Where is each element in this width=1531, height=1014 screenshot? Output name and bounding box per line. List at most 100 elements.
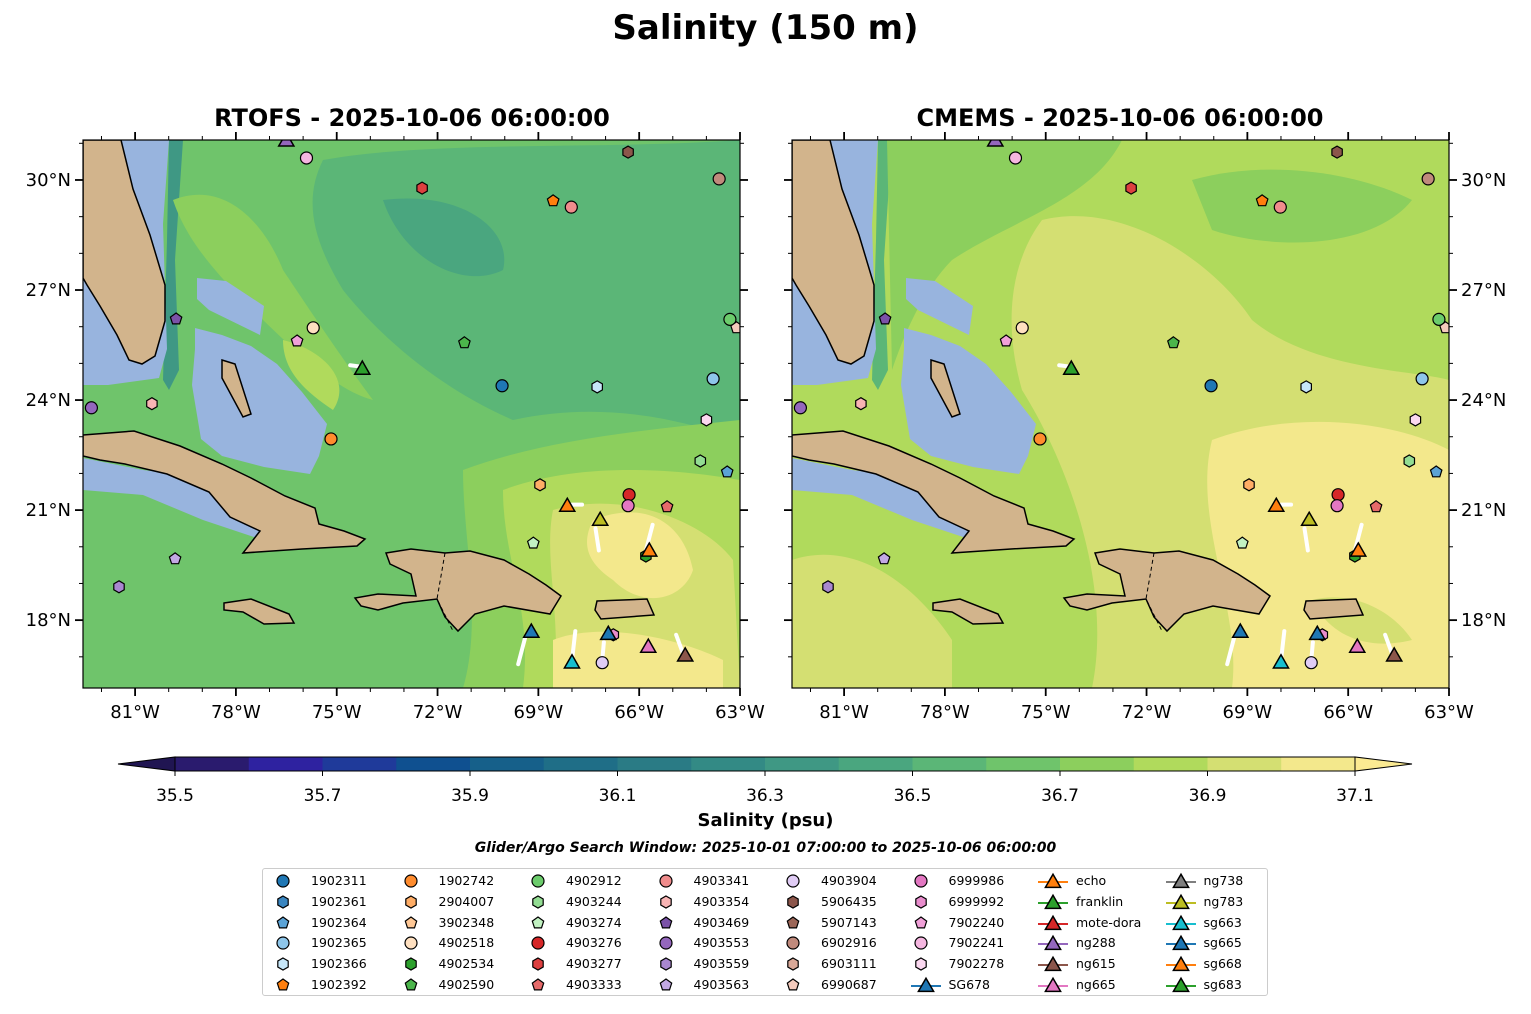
argo-1902365-marker	[1415, 372, 1429, 386]
argo-7902241-marker	[299, 151, 314, 165]
panel-title-rtofs: RTOFS - 2025-10-06 06:00:00	[214, 104, 610, 132]
legend-label: 6903111	[821, 956, 877, 972]
legend-marker-icon	[531, 915, 545, 929]
glider-sg665-marker	[1171, 935, 1190, 951]
colorbar: 35.5 35.7 35.9 36.1 36.3 36.5 36.7 36.9 37.1	[117, 756, 1413, 806]
argo-1902311-marker	[495, 379, 509, 393]
colorbar-tick-label: 35.9	[451, 786, 489, 806]
legend-item-7902240: 7902240	[909, 913, 1004, 933]
y-tick-label: 30°N	[26, 170, 71, 191]
argo-4903341-marker	[564, 200, 578, 214]
argo-4902912-marker	[723, 312, 737, 326]
colorbar-tick-label: 36.1	[599, 786, 637, 806]
legend-label: 4903333	[566, 977, 622, 992]
argo-4902590-marker	[1166, 336, 1180, 349]
y-tick-label: 30°N	[1461, 170, 1506, 191]
legend-marker-icon	[1165, 893, 1196, 909]
x-tick-label: 72°W	[1122, 702, 1172, 723]
legend-marker-icon	[1165, 976, 1196, 993]
argo-5906435-marker	[622, 145, 634, 159]
argo-4903563-marker	[877, 552, 891, 565]
legend-label: 1902366	[311, 956, 367, 972]
glider-sg663-marker	[563, 653, 581, 669]
glider-track	[1302, 526, 1310, 553]
legend-label: 1902392	[311, 977, 367, 992]
colorbar-bin	[838, 757, 913, 771]
argo-1902365-marker	[706, 372, 720, 386]
legend-item-ng288: ng288	[1036, 933, 1116, 953]
legend-item-1902364: 1902364	[271, 913, 367, 933]
argo-4903904-marker	[786, 874, 800, 888]
argo-7902241-marker	[1008, 151, 1023, 165]
legend-label: 4903276	[566, 935, 622, 951]
legend-item-3902348: 3902348	[399, 913, 494, 933]
argo-2904007-marker	[534, 478, 546, 492]
argo-4902518-marker	[1015, 321, 1029, 335]
argo-1902311-marker	[276, 874, 290, 888]
glider-sg665-marker	[1308, 624, 1327, 641]
glider-track	[1057, 363, 1070, 369]
glider-track	[593, 526, 601, 553]
glider-ng665-marker	[1348, 637, 1367, 653]
argo-6999986-marker	[1330, 499, 1344, 513]
glider-track	[674, 632, 685, 656]
colorbar-bin	[1133, 757, 1208, 771]
argo-6990687-marker	[1439, 321, 1449, 334]
argo-4903276-marker	[1331, 488, 1345, 502]
argo-4903276-marker	[622, 488, 636, 502]
legend-marker-icon	[1038, 872, 1068, 889]
legend-item-4902518: 4902518	[399, 933, 494, 953]
legend-item-4903469: 4903469	[654, 913, 749, 933]
colorbar-bin	[912, 757, 987, 771]
legend-label: 5906435	[821, 893, 877, 909]
y-tick-label: 24°N	[1461, 390, 1506, 411]
legend-label: 4902912	[566, 873, 622, 888]
colorbar-label: Salinity (psu)	[697, 810, 834, 831]
argo-4903559-marker	[822, 580, 834, 594]
x-tick-label: 66°W	[1323, 702, 1373, 723]
argo-4903277-marker	[1125, 181, 1137, 195]
argo-2904007-marker	[404, 895, 417, 909]
argo-4903274-marker	[526, 536, 540, 549]
glider-echo-marker	[558, 496, 577, 513]
argo-1902365-marker	[276, 936, 290, 950]
legend: 1902311 1902361 1902364 1902365 1902366 19023…	[262, 868, 1268, 996]
legend-label: 6999992	[948, 893, 1005, 909]
x-tick-label: 69°W	[1223, 702, 1273, 723]
legend-item-ng665: ng665	[1036, 975, 1116, 995]
legend-label: 6999986	[948, 873, 1005, 888]
legend-marker-icon	[277, 895, 289, 909]
legend-label: sg683	[1203, 977, 1242, 992]
glider-sg663-marker	[1272, 653, 1290, 669]
legend-item-sg663: sg663	[1164, 913, 1242, 933]
legend-label: sg665	[1203, 935, 1242, 951]
legend-item-4903244: 4903244	[526, 892, 622, 912]
argo-4903277-marker	[532, 957, 544, 971]
argo-7902240-marker	[999, 334, 1013, 347]
legend-marker-icon	[658, 936, 673, 950]
legend-marker-icon	[786, 978, 800, 991]
legend-item-4903333: 4903333	[526, 975, 622, 995]
legend-item-sg683: sg683	[1164, 975, 1242, 995]
colorbar-tick-label: 36.7	[1041, 786, 1079, 806]
colorbar-bin	[986, 757, 1061, 771]
legend-label: 4902590	[438, 977, 495, 992]
colorbar-bin	[543, 757, 618, 771]
argo-6999986-marker	[913, 874, 928, 888]
legend-marker-icon	[531, 978, 545, 991]
legend-label: mote-dora	[1076, 914, 1142, 930]
figure-title: Salinity (150 m)	[612, 8, 919, 48]
y-tick-label: 27°N	[1461, 280, 1506, 301]
argo-5907143-marker	[786, 915, 800, 929]
legend-label: 4903341	[693, 873, 750, 888]
argo-4903333-marker	[531, 978, 545, 991]
colorbar-bin	[322, 757, 397, 771]
colorbar-extend-min	[117, 756, 176, 772]
x-tick-label: 78°W	[211, 702, 261, 723]
colorbar-bin	[691, 757, 766, 771]
x-tick-label: 63°W	[1424, 702, 1474, 723]
glider-SG678-marker	[1231, 622, 1250, 638]
colorbar-bin	[175, 757, 250, 771]
glider-echo-marker	[1044, 872, 1062, 889]
